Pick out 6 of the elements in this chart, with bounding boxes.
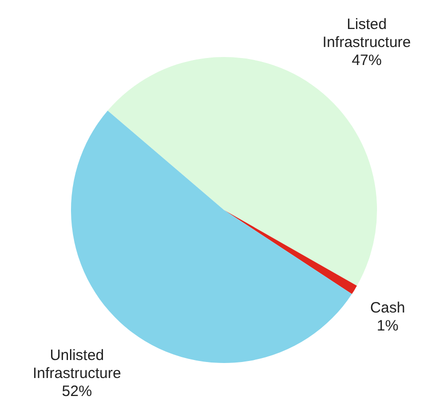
- data-label: 52%: [62, 383, 92, 400]
- data-label: 1%: [376, 318, 398, 335]
- data-label: 47%: [352, 52, 382, 69]
- slice-label: Unlisted Infrastructure: [32, 347, 122, 382]
- slice-label: Listed Infrastructure: [322, 16, 411, 51]
- slice-label: Cash: [370, 300, 406, 317]
